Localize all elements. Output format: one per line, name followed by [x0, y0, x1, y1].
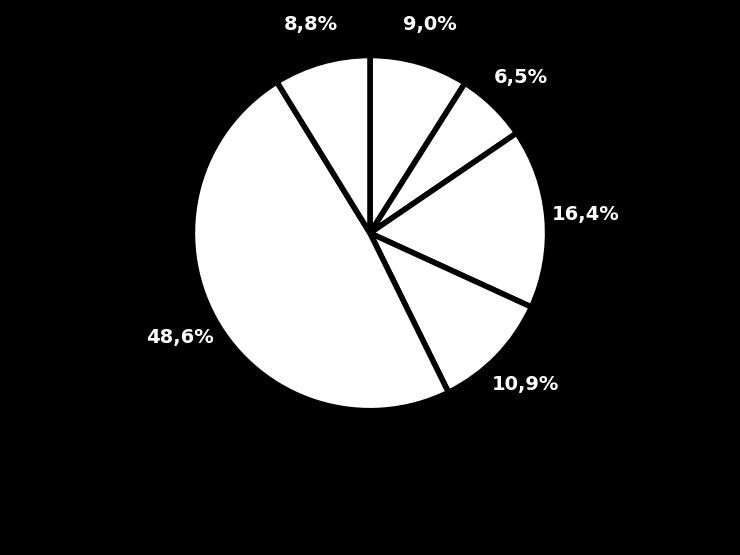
Text: 9,0%: 9,0% — [403, 16, 457, 34]
Text: 48,6%: 48,6% — [147, 329, 214, 347]
Wedge shape — [370, 83, 517, 233]
Wedge shape — [192, 82, 448, 411]
Text: 16,4%: 16,4% — [552, 205, 620, 224]
Wedge shape — [370, 233, 531, 392]
Text: 6,5%: 6,5% — [494, 68, 548, 87]
Wedge shape — [277, 56, 370, 233]
Wedge shape — [370, 56, 465, 233]
Text: 10,9%: 10,9% — [491, 375, 559, 393]
Text: 8,8%: 8,8% — [284, 15, 338, 34]
Wedge shape — [370, 133, 548, 307]
